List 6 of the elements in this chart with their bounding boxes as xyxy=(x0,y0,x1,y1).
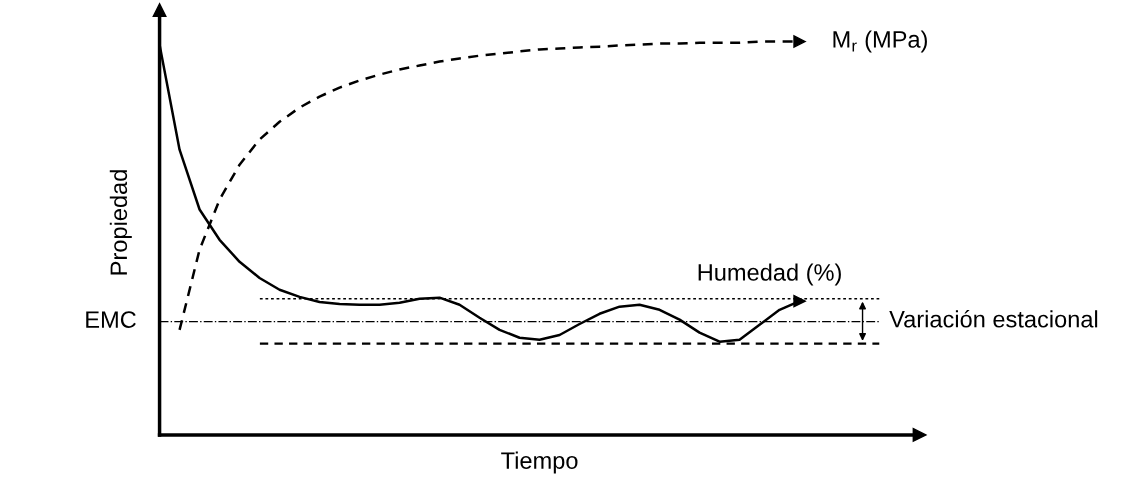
y-axis-title: Propiedad xyxy=(109,170,132,275)
x-axis-title: Tiempo xyxy=(501,451,578,474)
series-label: M$_{r}$ (MPa) xyxy=(833,30,927,53)
annotation: Variación estacional xyxy=(889,309,1098,328)
ref-line-label: EMC xyxy=(86,311,136,328)
series-label: Humedad (%) xyxy=(698,263,841,286)
